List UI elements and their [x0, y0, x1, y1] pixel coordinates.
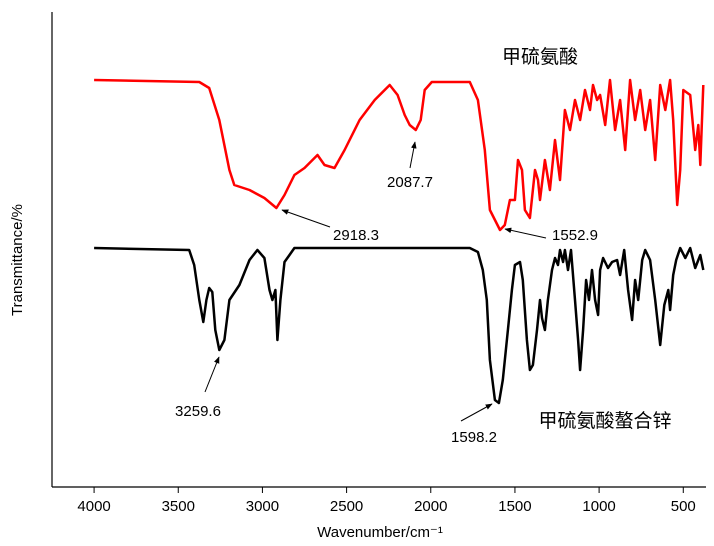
x-tick-label: 1000 [582, 498, 615, 515]
y-axis-label: Transmittance/% [9, 204, 26, 316]
x-tick-label: 1500 [498, 498, 531, 515]
annotation-arrow [204, 356, 220, 393]
annotation: 2087.7 [387, 174, 433, 191]
annotation: 2918.3 [333, 227, 379, 244]
annotation-arrow [504, 227, 547, 239]
x-axis-label: Wavenumber/cm⁻¹ [317, 524, 443, 541]
x-tick-label: 3500 [162, 498, 195, 515]
spectrum-line [94, 246, 705, 405]
x-tick-label: 2000 [414, 498, 447, 515]
series-label: 甲硫氨酸螯合锌 [538, 410, 671, 432]
annotation: 1598.2 [451, 429, 497, 446]
x-tick-label: 2500 [330, 498, 363, 515]
annotation: 3259.6 [175, 403, 221, 420]
spectrum-line [94, 78, 705, 232]
x-tick-label: 4000 [77, 498, 110, 515]
annotation-arrow [281, 209, 331, 228]
annotation: 1552.9 [552, 227, 598, 244]
annotation-arrow [409, 141, 417, 169]
x-tick-label: 500 [671, 498, 696, 515]
series-label: 甲硫氨酸 [502, 46, 578, 68]
annotation-arrow [460, 403, 493, 422]
x-tick-label: 3000 [246, 498, 279, 515]
